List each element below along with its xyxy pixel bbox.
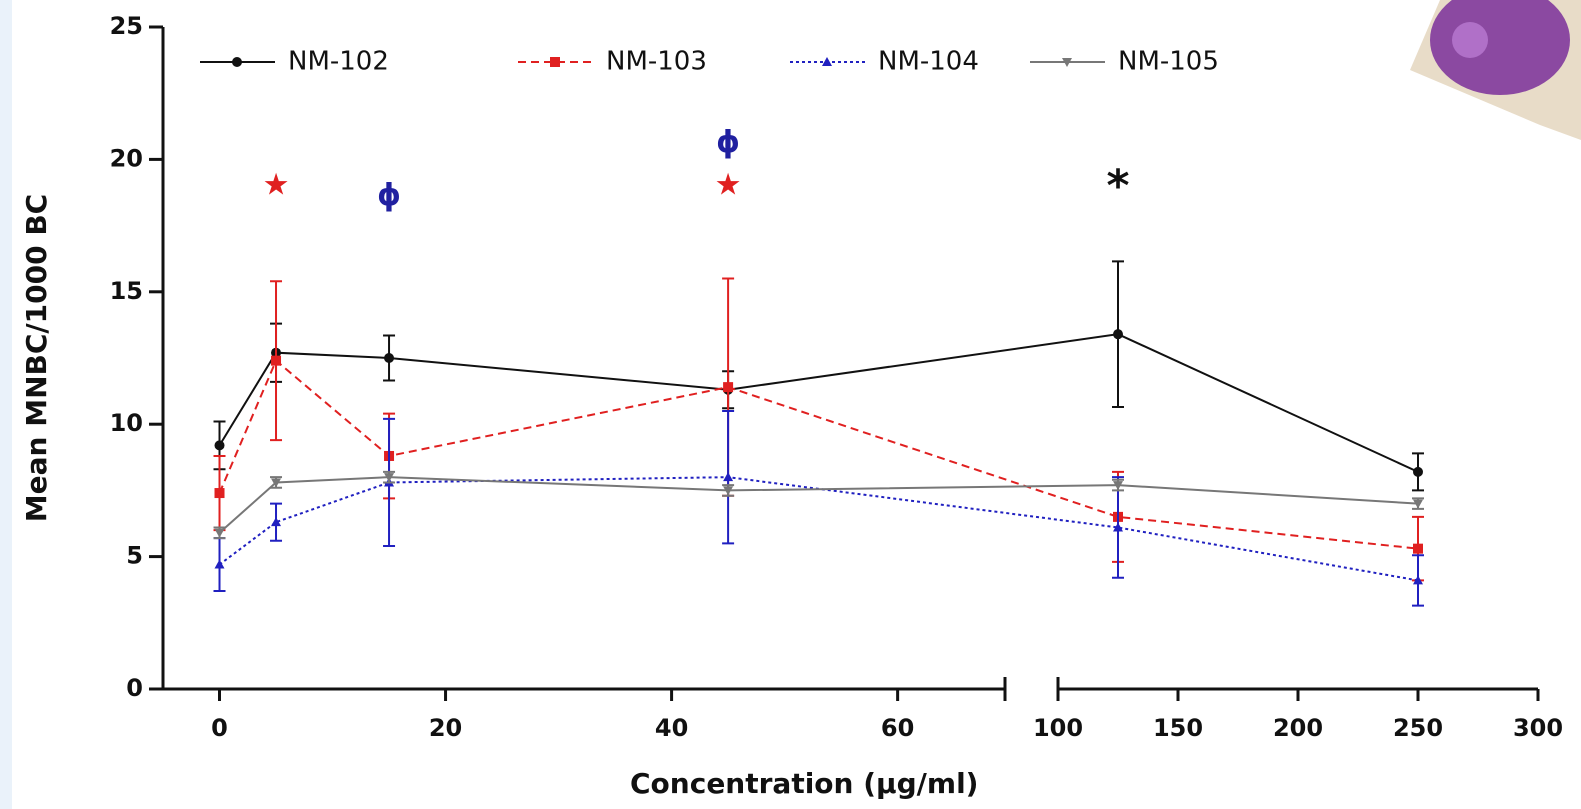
legend-entry: NM-103 [518,47,707,77]
annotation: ★ [263,167,290,202]
data-point [271,355,282,366]
y-tick-label: 25 [110,12,143,40]
legend-label: NM-104 [878,47,979,77]
x-tick-label: 0 [211,714,228,742]
legend-label: NM-102 [288,47,389,77]
annotation: * [1106,161,1129,212]
x-tick-label: 250 [1393,714,1443,742]
legend-marker [1062,58,1072,67]
series [213,277,1424,582]
data-point [1113,522,1123,532]
x-tick-label: 150 [1153,714,1203,742]
legend-marker [232,57,242,67]
series [213,260,1424,492]
annotation: ★ [715,167,742,202]
data-point [723,486,734,496]
y-tick-label: 5 [126,542,143,570]
x-tick-label: 20 [429,714,462,742]
y-tick-label: 0 [126,674,143,702]
legend-marker [550,57,560,67]
data-point [1113,481,1123,491]
data-point [1413,466,1423,477]
y-tick-label: 15 [110,277,143,305]
series [213,470,1424,540]
series-line [218,476,1419,582]
x-tick-label: 60 [881,714,914,742]
annotation: ɸ [377,178,401,213]
x-axis-title: Concentration (µg/ml) [630,767,978,800]
data-point [214,559,225,569]
data-point [271,478,282,488]
data-point [214,440,225,451]
edge-strip [0,0,12,809]
data-point [1413,575,1423,585]
series-line [218,359,1419,550]
legend-marker [822,57,832,66]
legend-label: NM-105 [1118,47,1219,77]
data-point [1413,499,1423,509]
data-point [1113,329,1123,340]
data-point [384,473,395,483]
data-point [723,472,734,482]
legend-entry: NM-104 [790,47,979,77]
legend-entry: NM-102 [200,47,389,77]
y-axis-title: Mean MNBC/1000 BC [20,194,53,522]
x-tick-label: 300 [1513,714,1563,742]
data-point [271,517,282,527]
corner-image [1410,0,1581,140]
y-tick-label: 20 [110,144,143,172]
series [213,409,1424,607]
legend-entry: NM-105 [1030,47,1219,77]
x-tick-label: 100 [1033,714,1083,742]
series-line [218,333,1419,473]
data-point [384,353,395,363]
data-point [214,528,225,538]
series-line [218,476,1419,534]
y-tick-label: 10 [110,409,143,437]
data-point [723,382,734,393]
x-tick-label: 200 [1273,714,1323,742]
x-tick-label: 40 [655,714,688,742]
data-point [214,488,225,499]
legend-label: NM-103 [606,47,707,77]
data-point [1413,543,1423,554]
annotation: ɸ [716,125,740,160]
